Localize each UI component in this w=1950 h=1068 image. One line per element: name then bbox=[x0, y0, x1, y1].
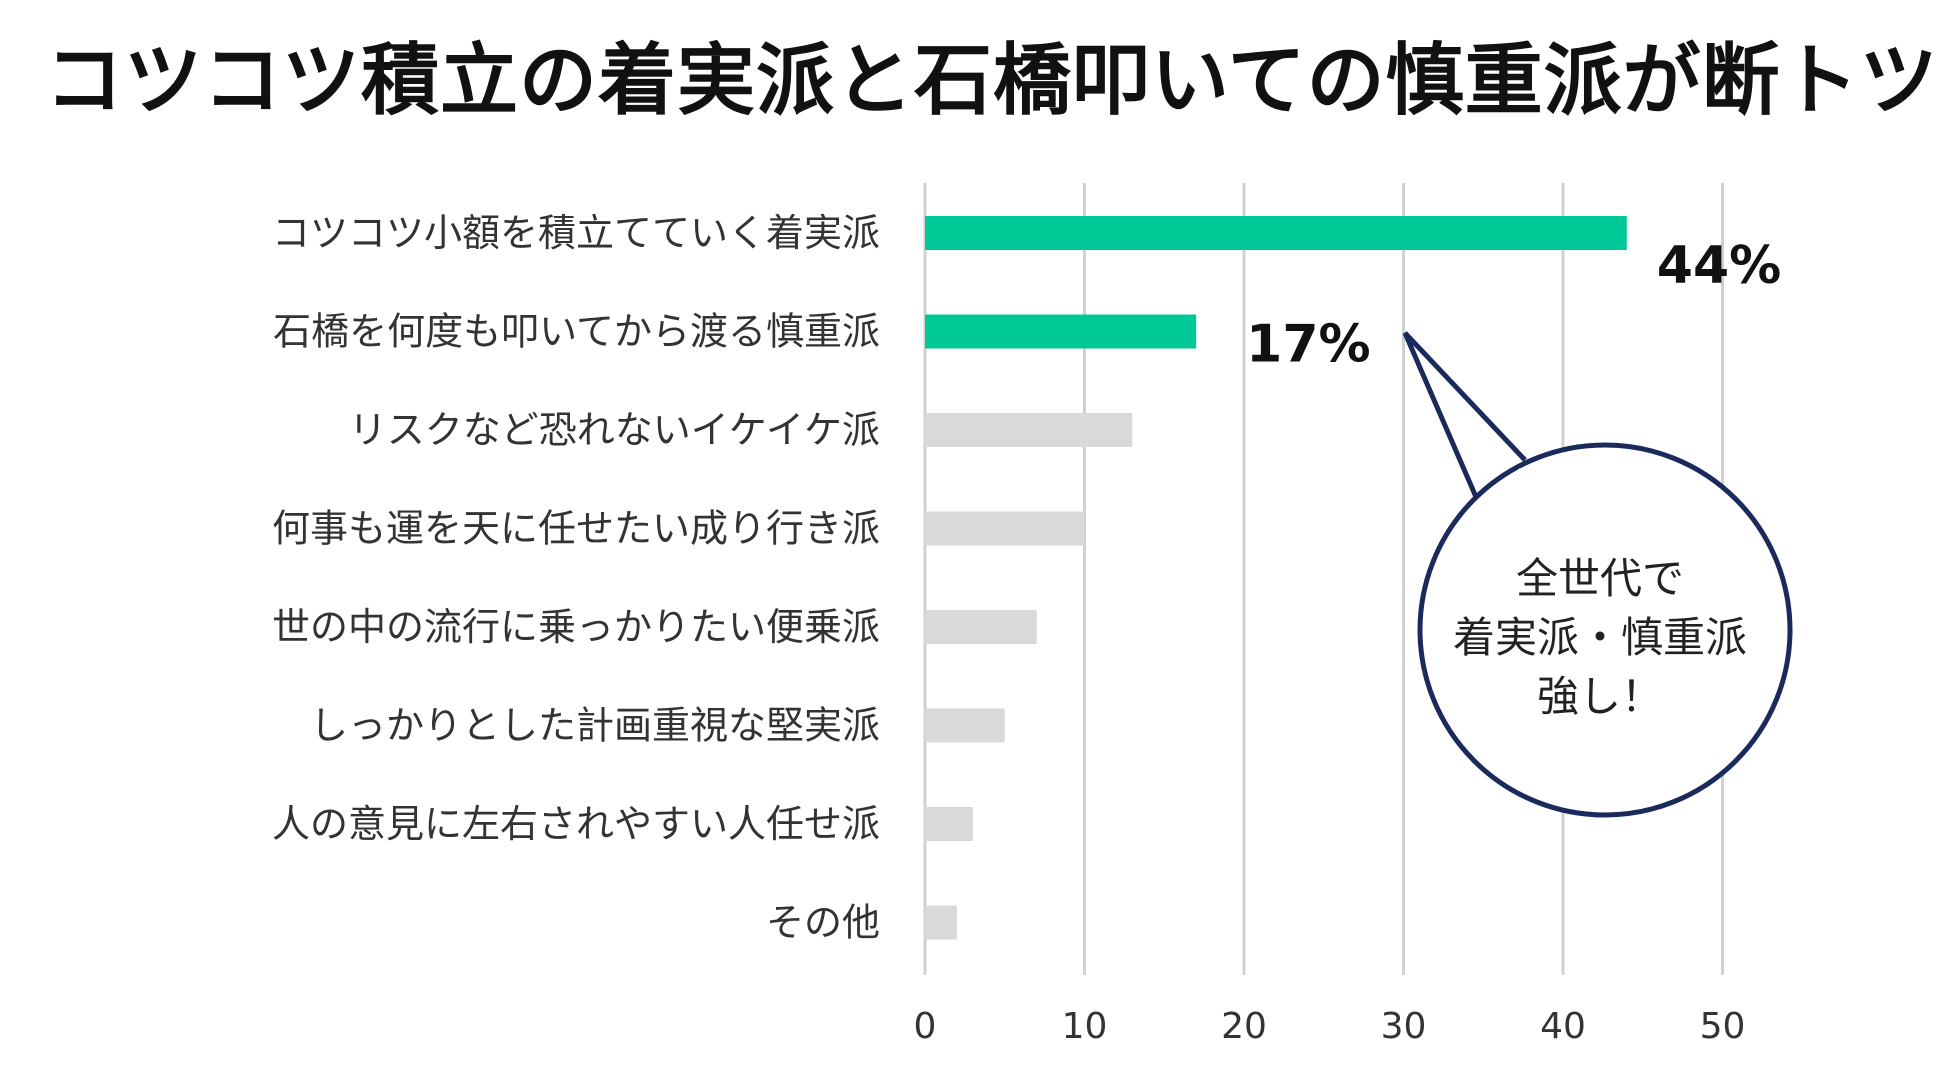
x-tick-label: 40 bbox=[1540, 1006, 1586, 1047]
data-label: 17% bbox=[1246, 315, 1370, 375]
x-tick-labels: 0 10 20 30 40 50 bbox=[914, 1006, 1746, 1047]
callout-pointer bbox=[1402, 331, 1527, 498]
callout-text-line: 着実派・慎重派 bbox=[1453, 613, 1747, 662]
callout-seam bbox=[1484, 468, 1540, 520]
bar bbox=[925, 413, 1133, 447]
bar bbox=[925, 511, 1085, 546]
x-tick-label: 50 bbox=[1700, 1006, 1746, 1047]
category-label: リスクなど恐れないイケイケ派 bbox=[349, 408, 880, 452]
category-labels: コツコツ小額を積立てていく着実派石橋を何度も叩いてから渡る慎重派リスクなど恐れな… bbox=[272, 211, 880, 945]
category-label: しっかりとした計画重視な堅実派 bbox=[310, 704, 880, 748]
page-title: コツコツ積立の着実派と石橋叩いての慎重派が断トツ bbox=[45, 36, 1939, 126]
bar bbox=[925, 216, 1627, 250]
bars bbox=[925, 216, 1627, 940]
category-label: 世の中の流行に乗っかりたい便乗派 bbox=[272, 605, 880, 649]
bar bbox=[925, 314, 1197, 349]
bar bbox=[925, 905, 957, 940]
category-label: その他 bbox=[766, 901, 880, 945]
x-tick-label: 20 bbox=[1221, 1006, 1267, 1047]
x-tick-label: 30 bbox=[1381, 1006, 1427, 1047]
data-label: 44% bbox=[1657, 236, 1781, 296]
bar bbox=[925, 807, 973, 841]
category-label: 人の意見に左右されやすい人任せ派 bbox=[272, 802, 880, 846]
data-labels: 44% 17% bbox=[1246, 236, 1781, 375]
callout-circle bbox=[1417, 442, 1793, 818]
category-label: 何事も運を天に任せたい成り行き派 bbox=[272, 507, 880, 551]
bar bbox=[925, 708, 1005, 743]
category-label: 石橋を何度も叩いてから渡る慎重派 bbox=[273, 310, 880, 354]
callout-text-line: 全世代で bbox=[1516, 554, 1684, 603]
callout-text-line: 強し！ bbox=[1537, 672, 1663, 721]
x-tick-label: 0 bbox=[914, 1006, 937, 1047]
x-tick-label: 10 bbox=[1062, 1006, 1108, 1047]
category-label: コツコツ小額を積立てていく着実派 bbox=[272, 211, 880, 255]
bar bbox=[925, 610, 1037, 644]
